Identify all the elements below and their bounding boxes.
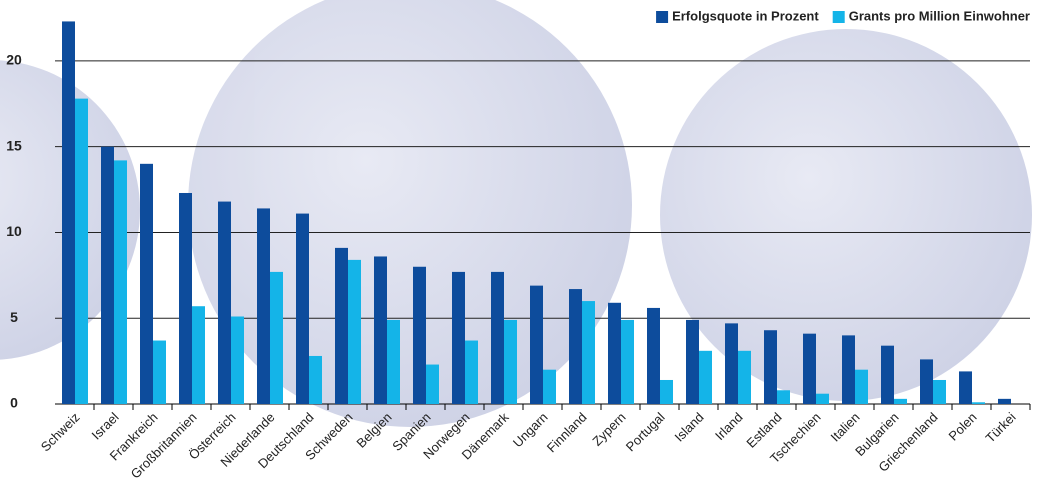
bar <box>387 319 400 404</box>
background-decoration <box>0 0 1032 427</box>
x-tick-label: Polen <box>946 410 980 444</box>
bar <box>699 350 712 404</box>
x-tick-label: Irland <box>712 410 746 444</box>
bar <box>608 302 621 404</box>
bar <box>972 402 985 404</box>
bar <box>777 390 790 404</box>
y-tick-label: 0 <box>10 395 18 411</box>
x-tick-label: Schweiz <box>38 410 83 455</box>
bar <box>647 307 660 404</box>
bar <box>179 192 192 404</box>
bar <box>660 379 673 404</box>
bar <box>959 371 972 404</box>
x-tick-label: Türkei <box>982 409 1018 445</box>
bar <box>374 256 387 404</box>
bar <box>569 289 582 404</box>
bar <box>738 350 751 404</box>
bar <box>491 271 504 404</box>
legend-label: Erfolgsquote in Prozent <box>672 8 819 23</box>
bar <box>920 359 933 404</box>
bar <box>335 247 348 404</box>
bar <box>881 345 894 404</box>
bar <box>504 319 517 404</box>
y-tick-label: 15 <box>6 137 22 153</box>
bar <box>296 213 309 404</box>
bar <box>530 285 543 404</box>
bar <box>309 355 322 404</box>
bar <box>114 160 127 404</box>
bar <box>621 319 634 404</box>
bar <box>816 393 829 404</box>
bar <box>231 316 244 404</box>
legend-label: Grants pro Million Einwohner <box>849 8 1030 23</box>
y-tick-label: 5 <box>10 309 18 325</box>
legend-swatch <box>656 11 669 23</box>
bar <box>257 208 270 404</box>
bar <box>413 266 426 404</box>
bar <box>452 271 465 404</box>
bar <box>426 364 439 404</box>
bar <box>348 259 361 404</box>
bar <box>582 301 595 404</box>
x-tick-label: Israel <box>89 409 122 442</box>
bar <box>62 21 75 404</box>
bar <box>998 398 1011 404</box>
bar <box>803 333 816 404</box>
bar <box>842 335 855 404</box>
bar <box>686 319 699 404</box>
bar <box>894 398 907 404</box>
x-tick-label: Island <box>671 410 706 445</box>
bar <box>764 330 777 404</box>
x-tick-label: Portugal <box>623 409 668 454</box>
bar <box>543 369 556 404</box>
y-tick-label: 10 <box>6 223 22 239</box>
bar <box>153 340 166 404</box>
y-tick-label: 20 <box>6 52 22 68</box>
bar <box>75 98 88 405</box>
bar <box>218 201 231 404</box>
legend-swatch <box>832 11 845 23</box>
bar <box>465 340 478 404</box>
bar <box>192 306 205 404</box>
bar <box>101 146 114 404</box>
bar <box>725 323 738 404</box>
x-tick-label: Italien <box>827 410 862 445</box>
bar <box>933 379 946 404</box>
bar <box>140 163 153 404</box>
bar <box>270 271 283 404</box>
x-tick-label: Finnland <box>544 410 590 456</box>
bar <box>855 369 868 404</box>
